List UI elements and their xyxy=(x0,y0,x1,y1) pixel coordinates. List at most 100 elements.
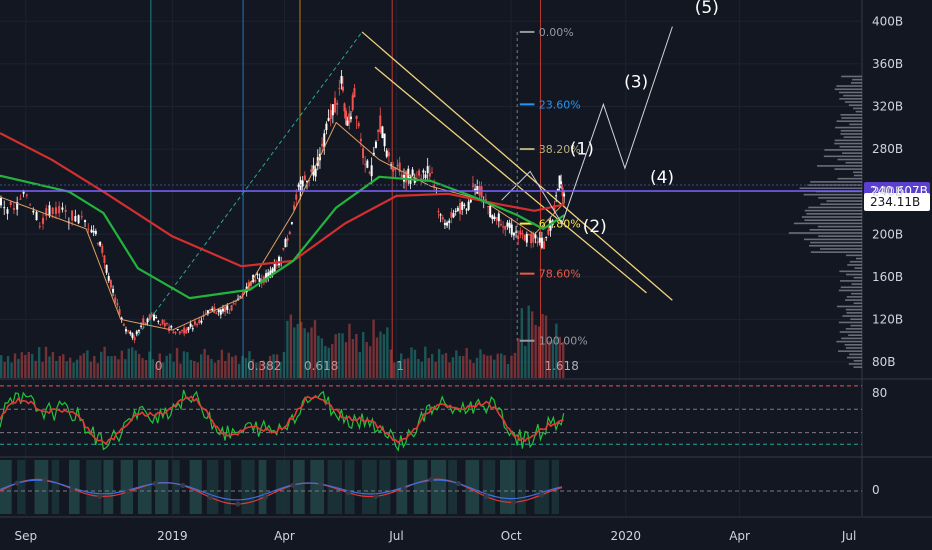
candle-body xyxy=(16,202,19,210)
wave-label: (2) xyxy=(583,217,607,237)
volume-profile-bar xyxy=(847,264,862,266)
candle-body xyxy=(107,276,110,281)
candle-body xyxy=(99,241,102,246)
osc-line-b xyxy=(0,479,563,501)
candle-body xyxy=(196,324,199,326)
candle-body xyxy=(431,172,433,174)
x-tick-label: 2020 xyxy=(611,529,642,543)
candle-body xyxy=(80,216,83,218)
candle-body xyxy=(187,327,190,331)
osc-bg-band xyxy=(482,460,496,514)
fib-level-label: 61.80% xyxy=(539,218,581,231)
candle-body xyxy=(232,303,235,305)
candle-body xyxy=(556,188,559,191)
candle-body xyxy=(84,220,87,223)
volume-bar xyxy=(227,352,230,378)
osc-bg-band xyxy=(465,460,480,514)
candle-body xyxy=(400,174,403,179)
candle-body xyxy=(142,318,145,326)
volume-profile-bar xyxy=(824,149,862,151)
trend-line-lower xyxy=(374,66,647,294)
candle-body xyxy=(137,329,140,332)
fib-level-label: 23.60% xyxy=(539,98,581,111)
trend-lines xyxy=(137,31,673,336)
candle-body xyxy=(405,170,408,183)
elliott-waves: (1) (2) (3) (4) (5) xyxy=(501,0,719,237)
volume-bar xyxy=(324,345,327,378)
candle-body xyxy=(545,236,548,238)
candle-body xyxy=(286,238,289,241)
volume-bar xyxy=(555,323,558,378)
candle-body xyxy=(351,95,354,111)
candle-body xyxy=(217,309,220,313)
candle-body xyxy=(334,97,337,113)
volume-profile-bar xyxy=(853,366,862,368)
candle-body xyxy=(560,181,563,185)
candle-body xyxy=(346,120,349,126)
candle-body xyxy=(221,308,224,312)
candle-body xyxy=(443,222,446,226)
candle-body xyxy=(459,203,462,214)
osc-cross-dot xyxy=(97,493,103,499)
candle-body xyxy=(527,234,530,236)
x-axis: Sep 2019 Apr Jul Oct 2020 Apr Jul xyxy=(15,529,857,543)
oscillator-pane xyxy=(0,460,862,514)
candle-body xyxy=(254,279,257,282)
volume-bar xyxy=(527,305,530,378)
volume-profile-bar xyxy=(843,136,862,138)
candle-body xyxy=(340,75,343,84)
volume-bar xyxy=(99,351,103,378)
volume-bar xyxy=(86,350,89,378)
volume-bar xyxy=(386,327,389,378)
wave-label: (3) xyxy=(624,72,648,92)
x-tick-label: Jul xyxy=(841,529,856,543)
volume-bar xyxy=(303,328,306,378)
candle-body xyxy=(35,211,38,221)
candle-body xyxy=(454,210,457,212)
volume-profile-bar xyxy=(841,337,862,340)
volume-profile-bar xyxy=(842,315,862,317)
volume-profile-bar xyxy=(839,91,862,94)
volume-bar xyxy=(17,358,20,378)
candle-body xyxy=(118,309,121,316)
volume-bar xyxy=(499,353,503,378)
candle-body xyxy=(163,323,166,327)
candle-body xyxy=(297,184,300,187)
volume-profile-bar xyxy=(846,273,862,276)
x-tick-label: 2019 xyxy=(157,529,188,543)
volume-bar xyxy=(58,355,62,378)
volume-profile-bar xyxy=(836,340,862,343)
candle-body xyxy=(234,300,237,302)
volume-profile-bar xyxy=(848,363,862,365)
candle-body xyxy=(103,255,106,263)
candle-body xyxy=(491,215,494,220)
candle-body xyxy=(101,246,104,253)
candle-body xyxy=(140,325,143,327)
candle-body xyxy=(58,206,61,214)
volume-bar xyxy=(413,349,417,378)
candle-body xyxy=(114,297,117,303)
candle-body xyxy=(506,222,509,227)
volume-profile-bar xyxy=(818,235,862,237)
candle-body xyxy=(176,329,179,331)
osc-line-a xyxy=(0,478,563,505)
volume-bar xyxy=(172,361,175,378)
volume-bar xyxy=(6,356,10,378)
candle-body xyxy=(271,268,274,273)
wave-path xyxy=(501,26,673,225)
candle-body xyxy=(0,197,2,206)
candle-body xyxy=(133,337,136,341)
candle-body xyxy=(42,217,45,224)
candle-body xyxy=(200,320,203,323)
candle-body xyxy=(508,222,511,228)
osc-bg-band xyxy=(551,460,560,514)
volume-bar xyxy=(113,355,117,378)
candle-body xyxy=(512,232,515,236)
candle-body xyxy=(469,199,472,203)
volume-profile-bar xyxy=(819,248,862,250)
volume-profile-bar xyxy=(803,193,862,196)
osc-bg-band xyxy=(68,460,80,514)
volume-bar xyxy=(451,357,455,378)
candle-body xyxy=(359,138,362,142)
volume-bar xyxy=(137,354,141,378)
